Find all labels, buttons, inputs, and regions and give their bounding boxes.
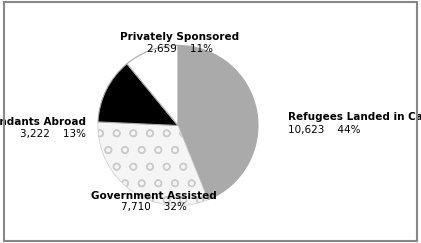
Text: Dependants Abroad: Dependants Abroad bbox=[0, 116, 86, 127]
Text: 3,222    13%: 3,222 13% bbox=[20, 129, 86, 139]
Text: Government Assisted: Government Assisted bbox=[91, 191, 217, 201]
Wedge shape bbox=[98, 64, 178, 125]
Wedge shape bbox=[178, 45, 258, 200]
Text: Refugees Landed in Canada: Refugees Landed in Canada bbox=[288, 113, 421, 122]
Text: Privately Sponsored: Privately Sponsored bbox=[120, 33, 239, 43]
Text: 2,659    11%: 2,659 11% bbox=[147, 44, 213, 54]
Text: 7,710    32%: 7,710 32% bbox=[121, 202, 187, 212]
Text: 10,623    44%: 10,623 44% bbox=[288, 124, 361, 135]
Wedge shape bbox=[98, 122, 208, 206]
Wedge shape bbox=[127, 45, 178, 125]
